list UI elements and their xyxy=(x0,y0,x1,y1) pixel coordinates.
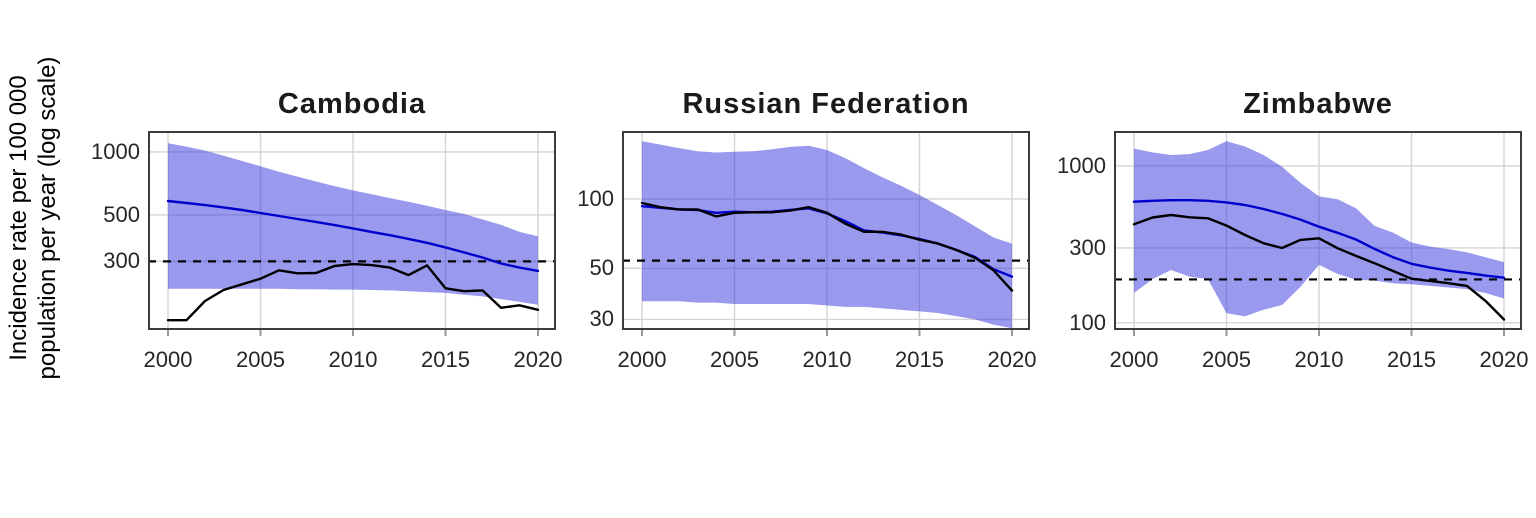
panel-border xyxy=(148,131,556,330)
y-axis-label-line1: Incidence rate per 100 000 xyxy=(5,75,32,361)
x-tick-label: 2015 xyxy=(895,347,944,372)
y-tick-label: 100 xyxy=(577,185,614,211)
x-tick-label: 2000 xyxy=(143,347,193,372)
x-tick-label: 2005 xyxy=(1202,347,1251,372)
y-tick-label: 100 xyxy=(1069,309,1106,335)
x-tick-label: 2010 xyxy=(328,347,378,372)
y-tick-label: 300 xyxy=(103,248,140,274)
x-tick-label: 2005 xyxy=(710,347,759,372)
panel-border xyxy=(622,131,1030,330)
y-tick-label: 1000 xyxy=(91,138,140,164)
y-tick-label: 30 xyxy=(589,306,614,332)
y-tick-label: 50 xyxy=(589,255,614,281)
notifications-line xyxy=(166,262,540,322)
plot-area-zimbabwe xyxy=(1114,131,1522,336)
y-tick-label: 1000 xyxy=(1057,152,1106,178)
x-tick-label: 2015 xyxy=(421,347,470,372)
plot-area-russian-federation xyxy=(622,131,1030,336)
x-tick-label: 2005 xyxy=(236,347,285,372)
uncertainty-band xyxy=(642,141,1012,329)
notifications-line xyxy=(1132,213,1506,321)
x-tick-label: 2000 xyxy=(617,347,667,372)
notifications-line xyxy=(640,201,1014,292)
y-tick-label: 500 xyxy=(103,201,140,227)
x-tick-label: 2020 xyxy=(513,347,563,372)
estimated-incidence-line xyxy=(166,199,540,273)
estimated-incidence-line xyxy=(1132,198,1506,279)
x-tick-label: 2000 xyxy=(1109,347,1159,372)
uncertainty-band xyxy=(168,143,538,305)
x-tick-label: 2010 xyxy=(1294,347,1344,372)
uncertainty-band xyxy=(1134,141,1504,317)
panel-title-zimbabwe: Zimbabwe xyxy=(1243,88,1393,120)
y-tick-label: 300 xyxy=(1069,234,1106,260)
panel-title-cambodia: Cambodia xyxy=(277,88,427,120)
panel-title-russian-federation: Russian Federation xyxy=(682,88,970,120)
plot-area-cambodia xyxy=(148,131,556,336)
x-tick-label: 2010 xyxy=(802,347,852,372)
panel-border xyxy=(1114,131,1522,330)
x-tick-label: 2015 xyxy=(1387,347,1436,372)
x-tick-label: 2020 xyxy=(987,347,1037,372)
x-tick-label: 2020 xyxy=(1479,347,1529,372)
